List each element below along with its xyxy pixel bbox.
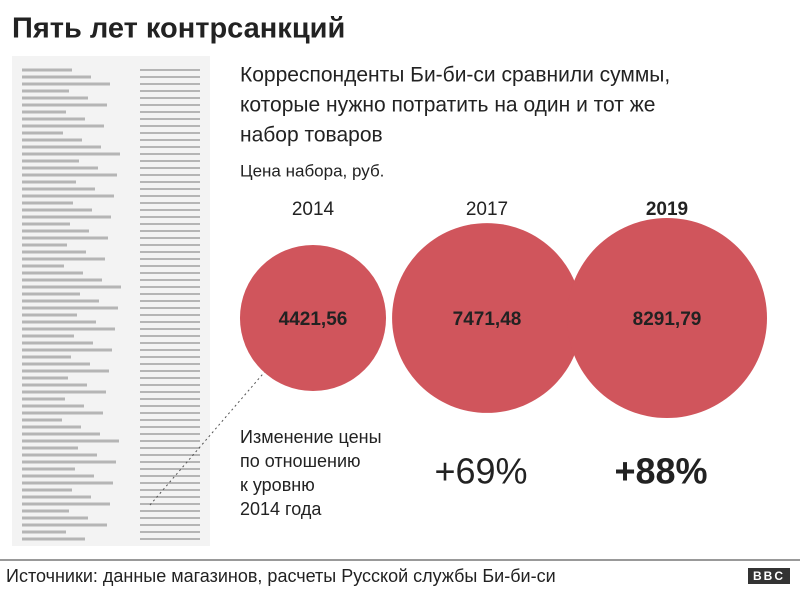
pointer-line [149, 367, 269, 506]
data-label: 4421,56 [279, 309, 348, 330]
year-label: 2019 [646, 199, 688, 220]
subtitle: которые нужно потратить на один и тот же [240, 94, 655, 117]
year-label: 2014 [292, 199, 335, 220]
title: Пять лет контрсанкций [12, 13, 345, 45]
change-caption: Изменение цены [240, 427, 382, 447]
change-label: +69% [434, 451, 527, 492]
change-caption: по отношению [240, 451, 361, 471]
receipt-photo [12, 56, 210, 546]
subtitle: Корреспонденты Би-би-си сравнили суммы, [240, 64, 670, 87]
data-label: 7471,48 [453, 309, 522, 330]
subtitle: набор товаров [240, 124, 383, 147]
logo: BBC [753, 569, 785, 583]
value-label: Цена набора, руб. [240, 161, 384, 180]
change-caption: к уровню [240, 475, 315, 495]
bubble [239, 244, 387, 392]
change-label: +88% [614, 451, 707, 492]
year-label: 2017 [466, 199, 508, 220]
bubble [392, 223, 582, 413]
data-label: 8291,79 [633, 309, 702, 330]
logo-box [748, 568, 790, 584]
change-caption: 2014 года [240, 499, 322, 519]
source: Источники: данные магазинов, расчеты Рус… [6, 566, 556, 586]
receipt-lines [22, 68, 200, 541]
chart: Корреспонденты Би-би-си сравнили суммы, к… [239, 64, 767, 519]
bubble [567, 218, 767, 418]
